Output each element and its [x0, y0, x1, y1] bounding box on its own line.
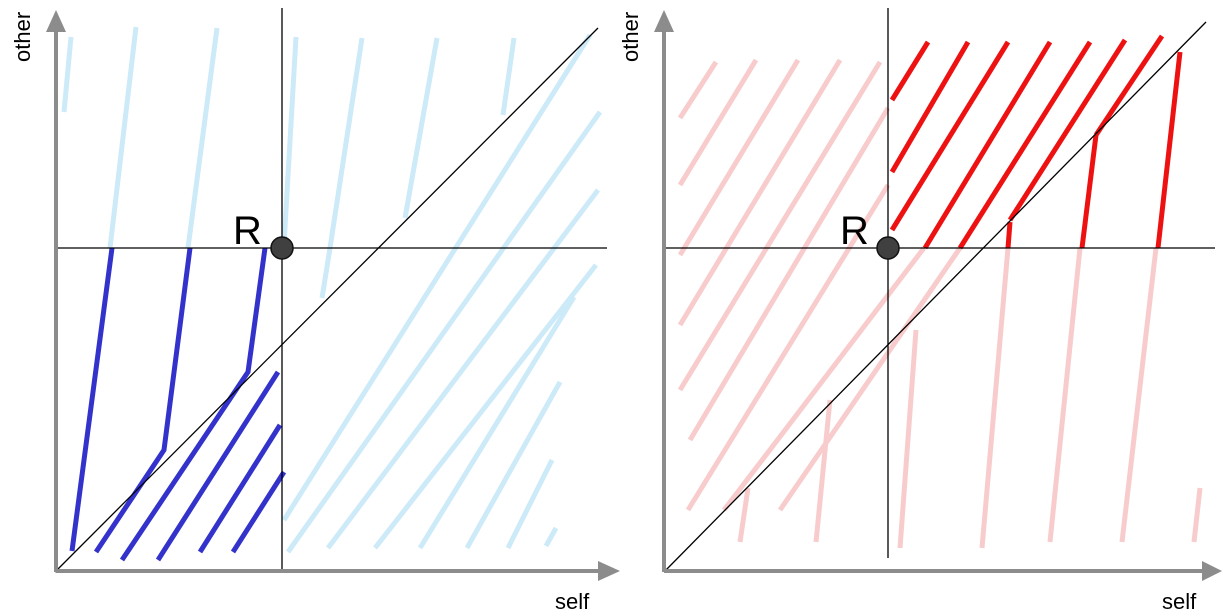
- right-light-line: [677, 60, 719, 120]
- left-bold-line: [119, 247, 268, 562]
- right-thin-lines: [663, 8, 1215, 573]
- right-bold-lines: [889, 34, 1183, 250]
- right-y-axis-arrow-icon: [654, 10, 674, 32]
- left-light-line: [107, 26, 139, 249]
- left-light-line: [373, 263, 598, 550]
- right-panel: R other self: [618, 8, 1222, 614]
- right-bold-line: [1093, 34, 1165, 137]
- left-bold-line: [197, 423, 283, 554]
- left-bold-line: [69, 247, 115, 552]
- right-light-line: [687, 106, 891, 442]
- left-light-line: [417, 295, 577, 550]
- right-y-axis-label: other: [618, 12, 643, 62]
- right-bold-line: [889, 40, 971, 174]
- right-light-line: [777, 246, 963, 512]
- right-bold-line: [1005, 221, 1013, 249]
- right-bold-line: [922, 40, 1053, 250]
- right-x-axis-label: self: [1162, 589, 1197, 614]
- left-thin-lines: [54, 8, 607, 573]
- right-light-line: [677, 58, 759, 187]
- left-light-line: [281, 36, 299, 246]
- left-x-axis-arrow-icon: [598, 561, 620, 581]
- right-bold-line: [1079, 134, 1099, 249]
- left-y-axis-arrow-icon: [46, 10, 66, 32]
- right-bold-line: [1007, 38, 1128, 222]
- right-light-lines: [677, 58, 1203, 549]
- left-bold-lines: [69, 247, 287, 562]
- left-y-axis-label: other: [10, 12, 35, 62]
- left-x-axis-label: self: [555, 589, 590, 614]
- left-bold-line: [230, 470, 287, 554]
- left-light-line: [61, 36, 74, 113]
- left-axes: [46, 10, 620, 581]
- right-light-line: [813, 399, 833, 543]
- left-point-label: R: [233, 209, 262, 253]
- right-axes: [654, 10, 1222, 581]
- right-light-line: [685, 183, 891, 512]
- right-bold-line: [957, 40, 1093, 250]
- right-x-axis-arrow-icon: [1202, 561, 1222, 581]
- left-bold-line: [93, 247, 193, 554]
- right-light-line: [737, 487, 751, 543]
- right-light-line: [677, 60, 883, 392]
- left-light-line: [326, 188, 600, 550]
- right-bold-line: [1155, 51, 1183, 249]
- left-light-line: [285, 110, 603, 554]
- left-light-line: [505, 458, 555, 550]
- left-light-line: [185, 27, 220, 249]
- right-point-label: R: [840, 209, 869, 253]
- right-light-line: [677, 58, 801, 257]
- right-light-line: [897, 329, 919, 549]
- left-panel: R other self: [10, 8, 620, 614]
- right-light-line: [722, 246, 926, 512]
- right-bold-line: [889, 40, 931, 102]
- right-light-line: [1191, 487, 1203, 543]
- left-diagonal-line: [54, 27, 599, 573]
- left-light-line: [281, 33, 593, 522]
- right-bold-line: [889, 40, 1011, 232]
- left-light-line: [500, 37, 517, 116]
- left-light-lines: [61, 26, 603, 554]
- left-light-line: [543, 526, 559, 548]
- left-reference-point: [270, 236, 294, 260]
- right-reference-point: [876, 236, 900, 260]
- right-light-line: [1119, 247, 1159, 543]
- right-light-line: [1047, 247, 1083, 543]
- left-light-line: [319, 37, 365, 299]
- left-bold-line: [155, 370, 281, 562]
- left-light-line: [464, 380, 563, 550]
- right-diagonal-line: [663, 21, 1207, 573]
- right-light-line: [677, 58, 843, 327]
- left-light-line: [402, 37, 440, 219]
- right-light-line: [979, 247, 1011, 549]
